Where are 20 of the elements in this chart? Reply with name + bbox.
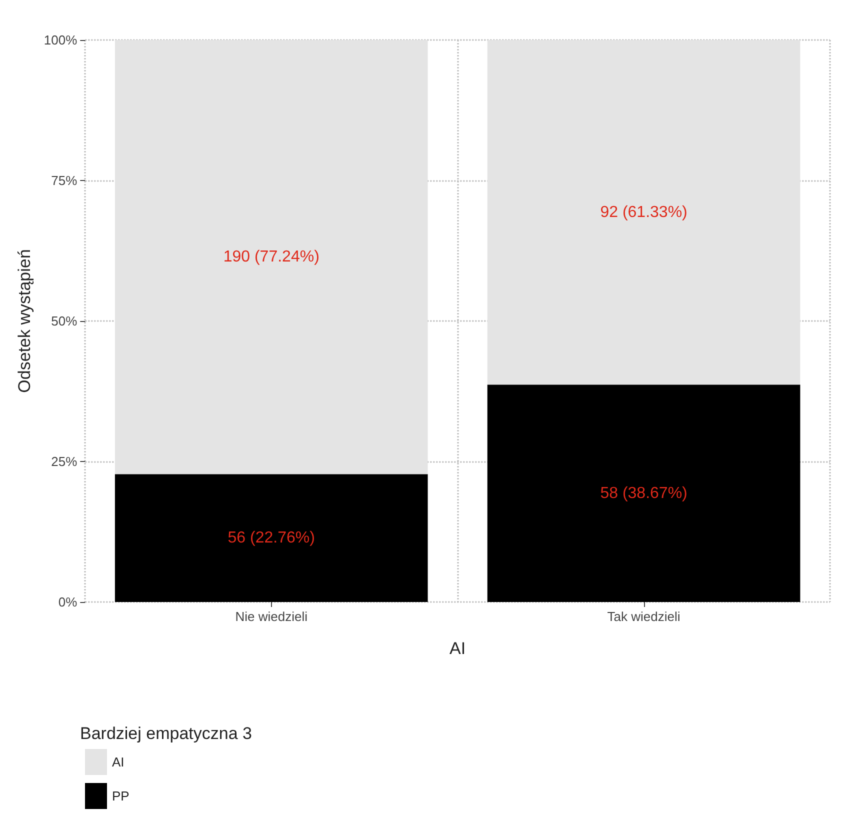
y-tick-label: 50% (51, 314, 78, 328)
bar (487, 384, 800, 602)
legend-label: PP (112, 788, 130, 804)
x-axis-title: AI (450, 639, 466, 658)
legend-title: Bardziej empatyczna 3 (80, 724, 252, 743)
bar (487, 40, 800, 385)
x-tick-label: Nie wiedzieli (235, 609, 308, 624)
y-tick-label: 25% (51, 454, 78, 469)
data-label: 190 (77.24%) (223, 248, 320, 266)
bar (114, 40, 428, 474)
data-label: 56 (22.76%) (228, 530, 315, 547)
data-label: 92 (61.33%) (600, 204, 688, 221)
bar (114, 474, 428, 602)
y-tick-label: 100% (44, 32, 78, 48)
y-axis-title: Odsetek wystąpień (15, 249, 34, 393)
y-tick-label: 0% (58, 594, 78, 610)
legend-label: AI (112, 754, 124, 770)
y-tick-label: 75% (51, 173, 78, 188)
data-label: 58 (38.67%) (600, 484, 688, 502)
x-tick-label: Tak wiedzieli (607, 609, 680, 624)
